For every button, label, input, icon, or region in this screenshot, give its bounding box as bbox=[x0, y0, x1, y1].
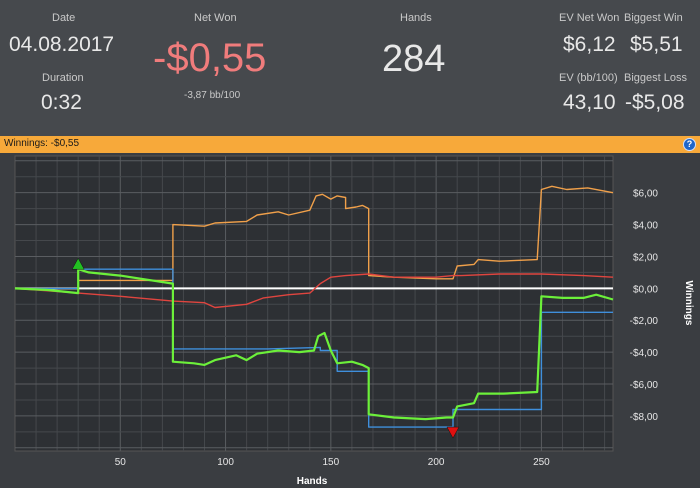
stats-panel: Date 04.08.2017 Duration 0:32 Net Won -$… bbox=[0, 0, 700, 136]
x-tick-label: 150 bbox=[323, 457, 340, 468]
series-line-orange bbox=[15, 185, 614, 290]
series-line-green bbox=[14, 268, 614, 421]
x-tick-label: 100 bbox=[217, 457, 234, 468]
ev-net-won-value: $6,12 bbox=[563, 33, 616, 56]
winnings-chart-area: 50 100 150 200 250 $6,00 $4,00 $2,00 $0,00 -$2,0… bbox=[0, 153, 700, 488]
question-icon[interactable]: ? bbox=[683, 138, 696, 151]
y-tick-label: $4,00 bbox=[633, 221, 658, 232]
y-tick-label: -$2,00 bbox=[630, 316, 659, 327]
biggest-loss-value: -$5,08 bbox=[625, 91, 685, 114]
ev-bb100-label: EV (bb/100) bbox=[559, 72, 618, 84]
winnings-banner: Winnings: -$0,55 bbox=[0, 136, 700, 153]
winnings-banner-label: Winnings: -$0,55 bbox=[4, 138, 80, 149]
x-tick-label: 50 bbox=[115, 457, 127, 468]
series-line-blue bbox=[15, 268, 613, 428]
plot-background bbox=[14, 155, 614, 452]
grid bbox=[15, 156, 613, 451]
ev-net-won-label: EV Net Won bbox=[559, 12, 620, 24]
net-won-label: Net Won bbox=[194, 12, 237, 24]
y-tick-label: -$8,00 bbox=[630, 412, 659, 423]
winnings-chart: 50 100 150 200 250 $6,00 $4,00 $2,00 $0,00 -$2,0… bbox=[14, 155, 694, 487]
ev-bb100-value: 43,10 bbox=[563, 91, 616, 114]
series-group bbox=[14, 185, 614, 428]
duration-value: 0:32 bbox=[41, 91, 82, 114]
x-axis-title: Hands bbox=[297, 476, 328, 487]
y-tick-label: $0,00 bbox=[633, 284, 658, 295]
marker-group bbox=[71, 257, 460, 439]
y-tick-label: -$4,00 bbox=[630, 348, 659, 359]
x-tick-label: 250 bbox=[533, 457, 550, 468]
y-tick-label: -$6,00 bbox=[630, 380, 659, 391]
y-tick-label: $2,00 bbox=[633, 252, 658, 263]
y-tick-label: $6,00 bbox=[633, 189, 658, 200]
y-axis-title: Winnings bbox=[683, 281, 694, 326]
y-axis: $6,00 $4,00 $2,00 $0,00 -$2,00 -$4,00 -$6,00 -$… bbox=[630, 189, 659, 423]
duration-label: Duration bbox=[42, 72, 84, 84]
hands-label: Hands bbox=[400, 12, 432, 24]
net-won-bb100: -3,87 bb/100 bbox=[184, 90, 241, 101]
date-label: Date bbox=[52, 12, 76, 24]
x-tick-label: 200 bbox=[428, 457, 445, 468]
min-marker bbox=[446, 426, 460, 439]
net-won-value: -$0,55 bbox=[153, 36, 267, 80]
biggest-win-value: $5,51 bbox=[630, 33, 683, 56]
biggest-win-label: Biggest Win bbox=[624, 12, 683, 24]
biggest-loss-label: Biggest Loss bbox=[624, 72, 687, 84]
hands-value: 284 bbox=[382, 38, 446, 80]
series-line-red bbox=[14, 273, 614, 309]
x-axis: 50 100 150 200 250 bbox=[115, 457, 550, 468]
max-marker bbox=[71, 257, 85, 270]
date-value: 04.08.2017 bbox=[9, 33, 115, 56]
